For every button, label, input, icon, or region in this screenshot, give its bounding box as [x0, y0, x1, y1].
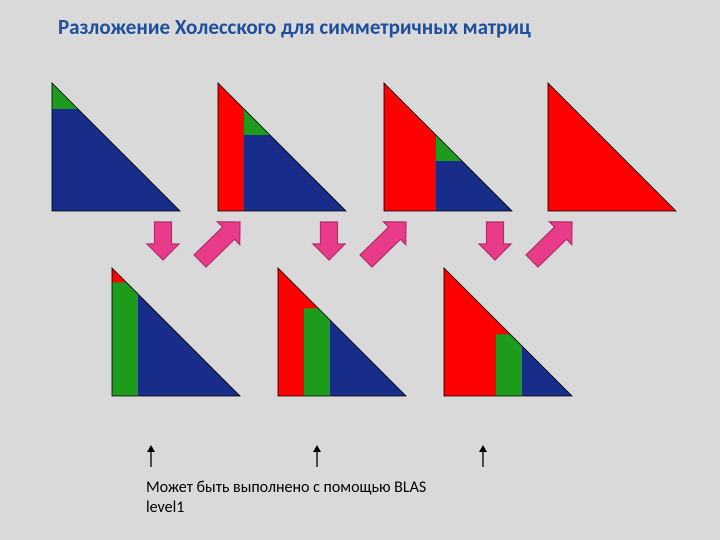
page-title: Разложение Холесского для симметричных м…	[58, 14, 531, 40]
flow-arrow	[360, 222, 406, 267]
pointer-up-arrowhead	[479, 445, 487, 452]
flow-arrow	[526, 222, 572, 267]
flow-arrow	[147, 222, 179, 260]
pointer-up-arrowhead	[313, 445, 321, 452]
caption-text: Может быть выполнено с помощью BLAS leve…	[146, 478, 426, 518]
flow-arrow	[313, 222, 345, 260]
flow-arrow	[194, 222, 240, 267]
diagram-canvas	[0, 0, 720, 540]
flow-arrow	[479, 222, 511, 260]
pointer-up-arrowhead	[147, 445, 155, 452]
